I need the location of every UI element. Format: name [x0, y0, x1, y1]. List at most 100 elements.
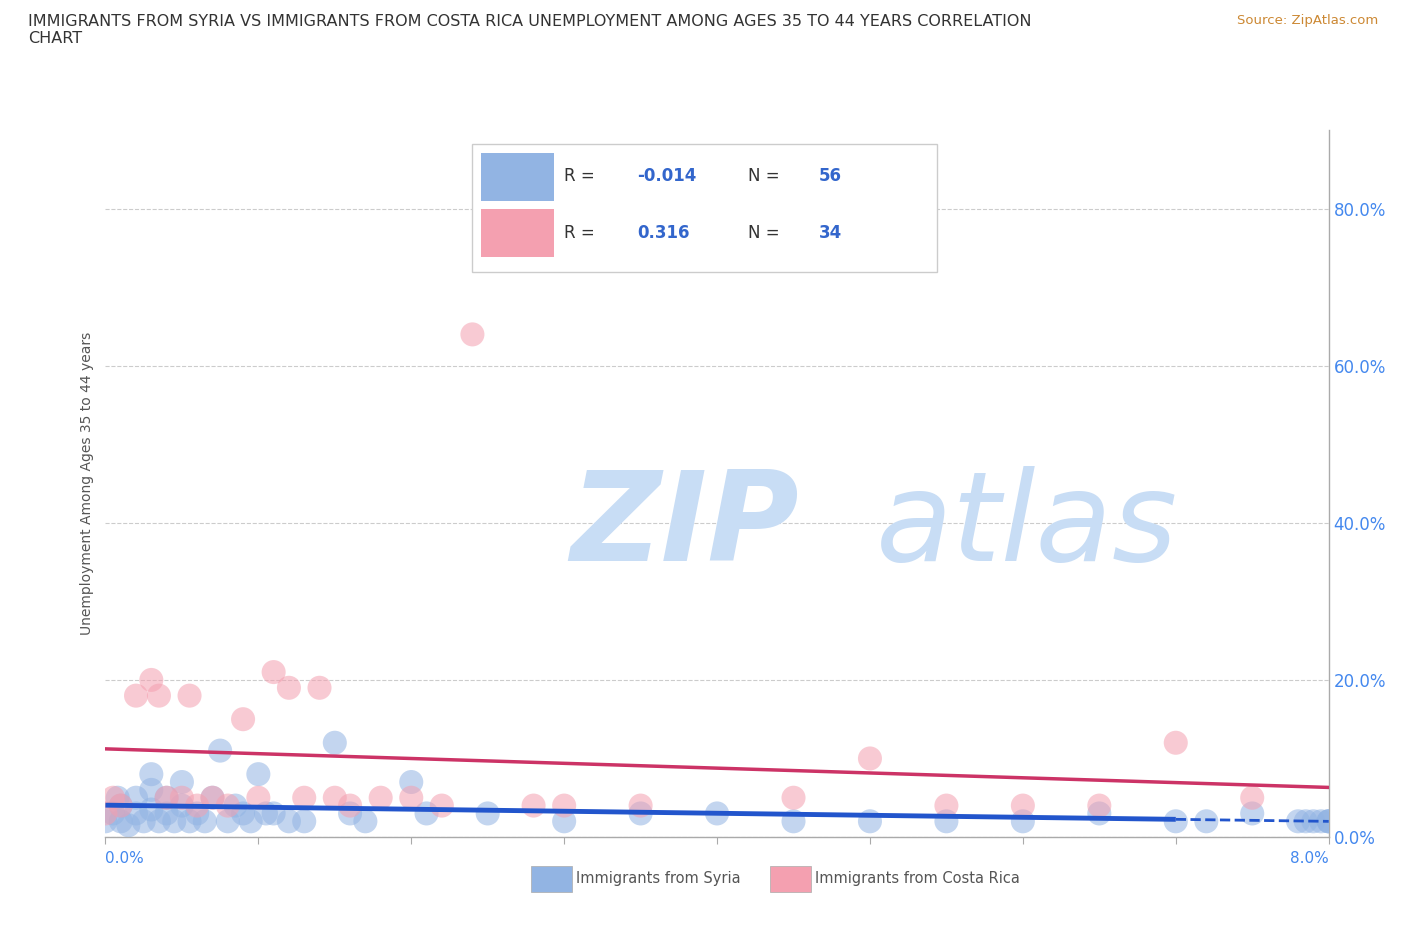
- Point: [170, 798, 193, 813]
- Point: [339, 806, 361, 821]
- Point: [156, 806, 179, 821]
- Text: atlas: atlas: [876, 466, 1178, 587]
- Point: [522, 798, 544, 813]
- Point: [401, 790, 423, 805]
- Point: [148, 814, 170, 829]
- Point: [935, 798, 957, 813]
- Point: [1011, 814, 1033, 829]
- Point: [1164, 736, 1187, 751]
- Point: [323, 736, 346, 751]
- Point: [1286, 814, 1309, 829]
- Point: [1195, 814, 1218, 829]
- Text: R =: R =: [564, 224, 600, 242]
- Point: [141, 766, 163, 781]
- Text: 0.316: 0.316: [637, 224, 690, 242]
- Point: [94, 814, 117, 829]
- Point: [217, 814, 239, 829]
- Point: [247, 766, 270, 781]
- Point: [1317, 814, 1340, 829]
- Point: [94, 806, 117, 821]
- Point: [101, 790, 124, 805]
- Point: [141, 782, 163, 797]
- Point: [170, 790, 193, 805]
- Text: -0.014: -0.014: [637, 167, 697, 185]
- Text: ZIP: ZIP: [571, 466, 799, 587]
- Point: [1295, 814, 1317, 829]
- Point: [553, 814, 575, 829]
- Point: [477, 806, 499, 821]
- FancyBboxPatch shape: [481, 153, 554, 201]
- Text: Immigrants from Costa Rica: Immigrants from Costa Rica: [815, 871, 1021, 886]
- Point: [125, 806, 148, 821]
- Text: N =: N =: [748, 167, 785, 185]
- Point: [553, 798, 575, 813]
- Point: [247, 790, 270, 805]
- Point: [254, 806, 277, 821]
- FancyBboxPatch shape: [481, 209, 554, 258]
- Point: [278, 814, 301, 829]
- Point: [1241, 790, 1264, 805]
- Point: [263, 665, 285, 680]
- Text: N =: N =: [748, 224, 785, 242]
- Point: [706, 806, 728, 821]
- Point: [132, 814, 155, 829]
- Point: [125, 688, 148, 703]
- Point: [101, 806, 124, 821]
- Point: [156, 790, 179, 805]
- Point: [148, 688, 170, 703]
- Point: [1164, 814, 1187, 829]
- Point: [1310, 814, 1333, 829]
- Point: [194, 814, 217, 829]
- Point: [125, 790, 148, 805]
- Point: [308, 681, 330, 696]
- Point: [354, 814, 377, 829]
- Point: [232, 806, 254, 821]
- Point: [156, 790, 179, 805]
- Point: [1241, 806, 1264, 821]
- Text: IMMIGRANTS FROM SYRIA VS IMMIGRANTS FROM COSTA RICA UNEMPLOYMENT AMONG AGES 35 T: IMMIGRANTS FROM SYRIA VS IMMIGRANTS FROM…: [28, 14, 1032, 29]
- Point: [170, 775, 193, 790]
- Point: [370, 790, 392, 805]
- Point: [1011, 798, 1033, 813]
- Point: [1302, 814, 1324, 829]
- Point: [224, 798, 246, 813]
- Text: R =: R =: [564, 167, 600, 185]
- Point: [339, 798, 361, 813]
- Point: [217, 798, 239, 813]
- Point: [186, 798, 208, 813]
- Point: [630, 806, 652, 821]
- FancyBboxPatch shape: [472, 144, 938, 272]
- Point: [782, 814, 804, 829]
- Point: [630, 798, 652, 813]
- Point: [263, 806, 285, 821]
- Point: [141, 672, 163, 687]
- Point: [107, 790, 129, 805]
- Point: [232, 711, 254, 726]
- Point: [110, 814, 132, 829]
- Point: [461, 327, 484, 342]
- Point: [179, 688, 201, 703]
- Text: Immigrants from Syria: Immigrants from Syria: [576, 871, 741, 886]
- Point: [186, 806, 208, 821]
- Point: [141, 802, 163, 817]
- Point: [1317, 814, 1340, 829]
- Point: [239, 814, 262, 829]
- Point: [935, 814, 957, 829]
- Point: [201, 790, 224, 805]
- Point: [201, 790, 224, 805]
- Point: [1088, 806, 1111, 821]
- Point: [110, 798, 132, 813]
- Point: [430, 798, 453, 813]
- Point: [859, 814, 882, 829]
- Point: [179, 814, 201, 829]
- Point: [209, 743, 232, 758]
- Text: 8.0%: 8.0%: [1289, 851, 1329, 866]
- Text: CHART: CHART: [28, 31, 82, 46]
- Point: [323, 790, 346, 805]
- Point: [292, 790, 315, 805]
- Point: [782, 790, 804, 805]
- Text: 34: 34: [818, 224, 842, 242]
- Point: [1317, 814, 1340, 829]
- Point: [401, 775, 423, 790]
- Point: [1088, 798, 1111, 813]
